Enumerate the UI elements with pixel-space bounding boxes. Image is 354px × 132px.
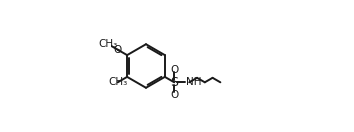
Text: O: O <box>114 45 122 55</box>
Text: CH₃: CH₃ <box>99 39 118 49</box>
Text: NH: NH <box>186 77 201 87</box>
Text: S: S <box>170 76 178 89</box>
Text: O: O <box>170 90 178 100</box>
Text: O: O <box>170 65 178 75</box>
Text: CH₃: CH₃ <box>108 77 127 87</box>
